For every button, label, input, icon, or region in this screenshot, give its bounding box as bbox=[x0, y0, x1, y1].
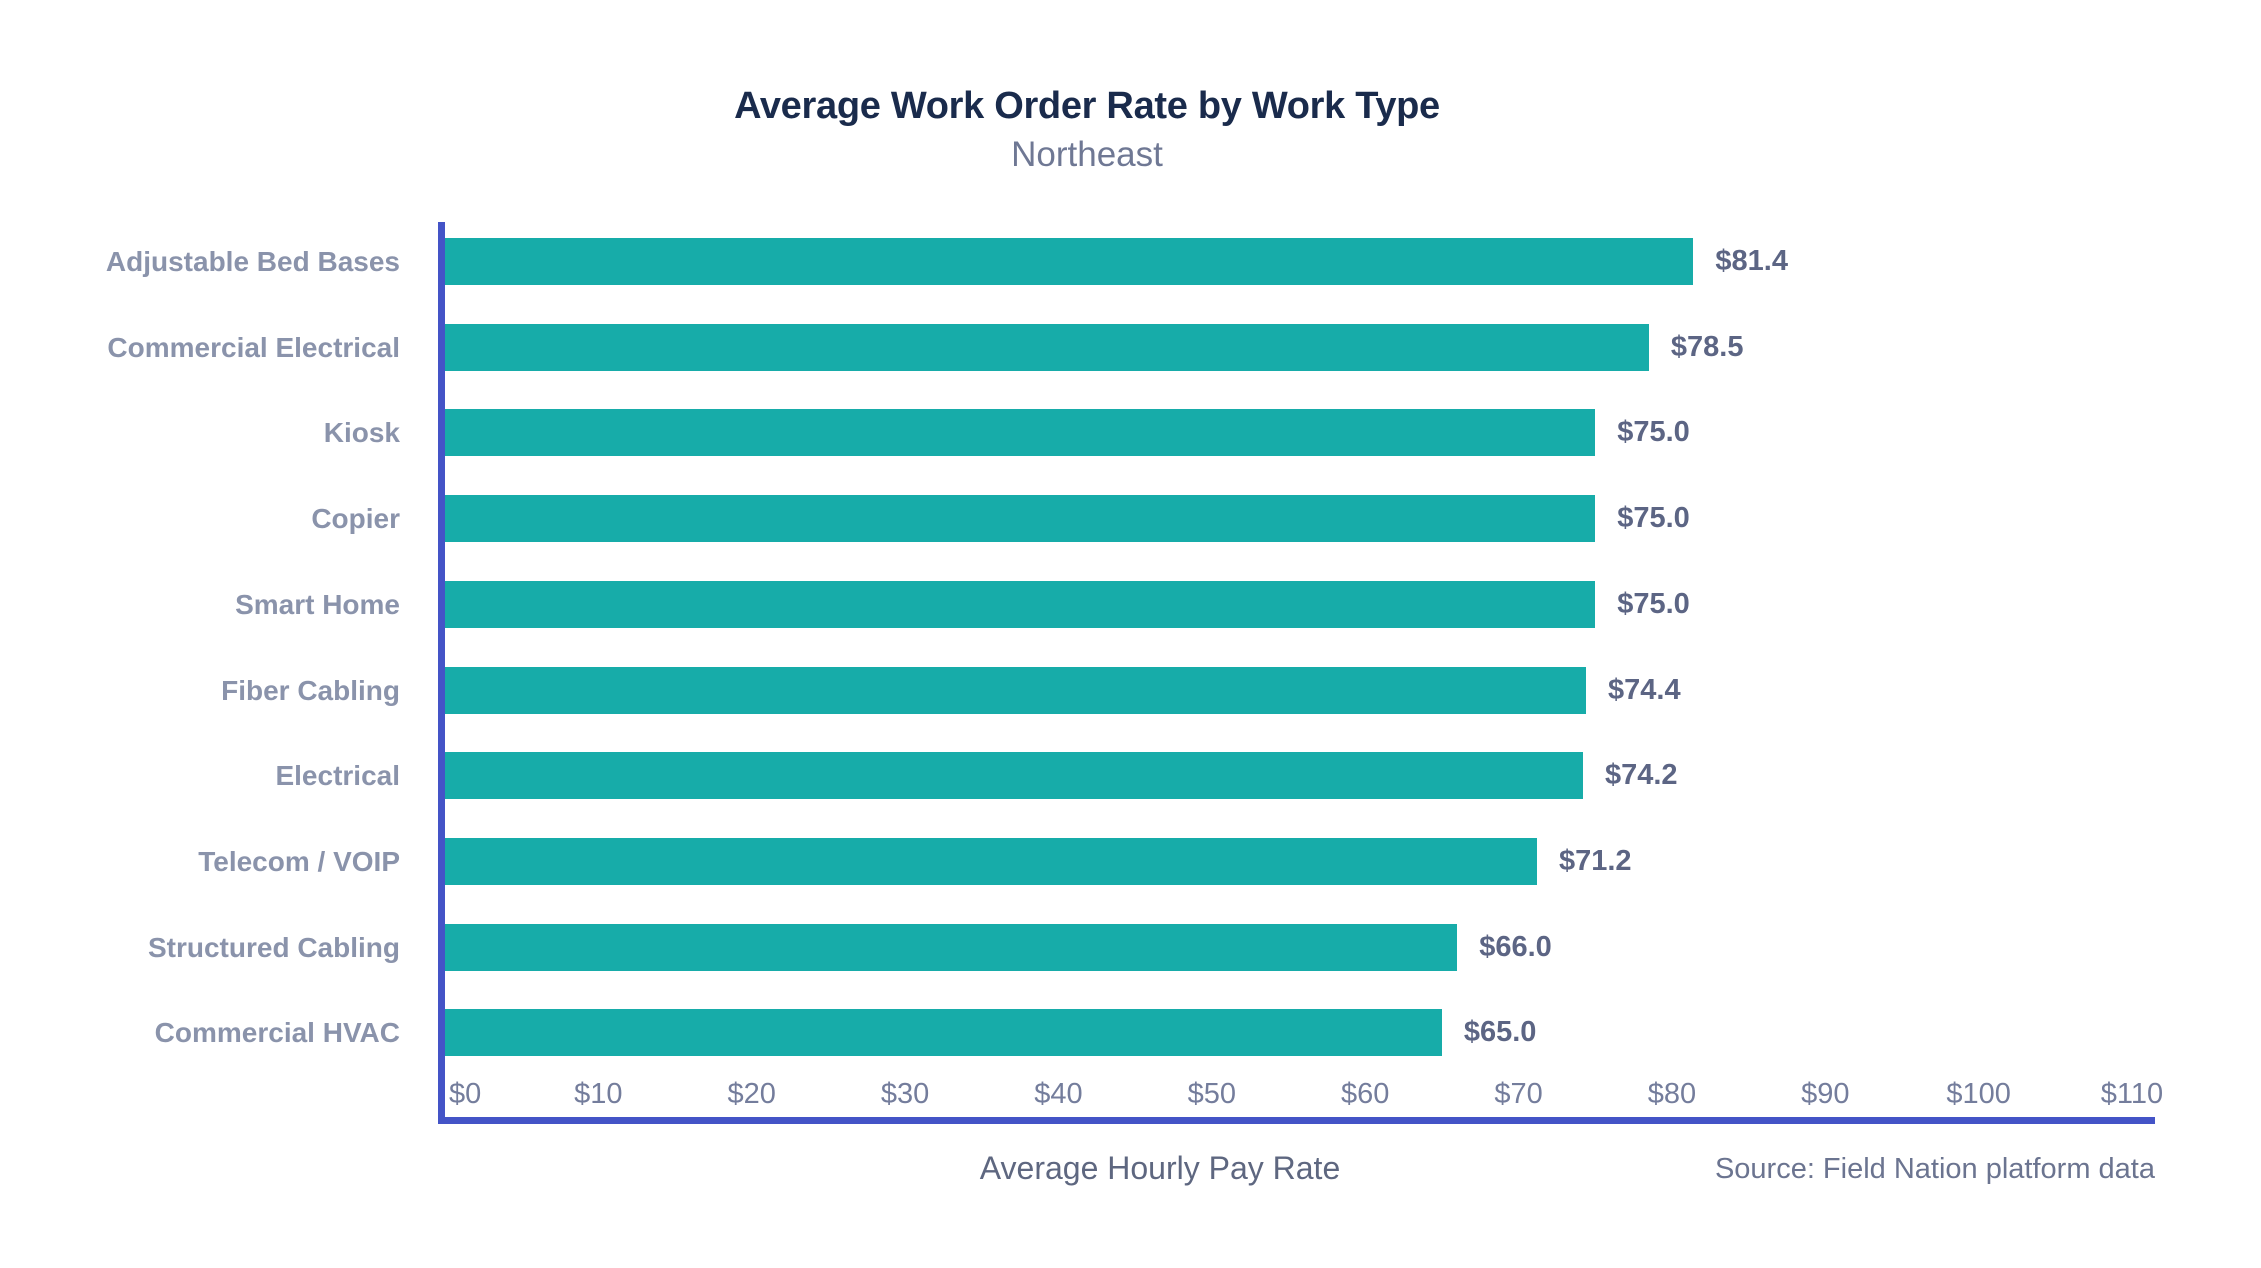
x-tick-label: $30 bbox=[880, 1078, 930, 1110]
bar-row: $74.2 bbox=[445, 752, 2155, 800]
bar bbox=[445, 837, 1537, 885]
x-tick-label: $100 bbox=[1946, 1078, 2011, 1110]
value-label: $81.4 bbox=[1715, 245, 1788, 277]
category-label: Structured Cabling bbox=[147, 931, 400, 963]
bar-row: $81.4 bbox=[445, 238, 2155, 285]
x-tick-label: $10 bbox=[574, 1078, 623, 1110]
value-label: $65.0 bbox=[1463, 1016, 1537, 1049]
x-axis-ticks: $0 $10 $20 $30 $40 $50 $60 $70 $80 $90 $100 $110 bbox=[445, 1074, 2163, 1114]
value-label: $75.0 bbox=[1617, 587, 1690, 620]
category-label: Fiber Cabling bbox=[221, 674, 400, 706]
bar-row: $75.0 bbox=[445, 409, 2155, 457]
bar bbox=[445, 323, 1649, 371]
chart-subtitle: Northeast bbox=[1011, 135, 1163, 174]
bar bbox=[445, 238, 1694, 285]
chart-title: Average Work Order Rate by Work Type bbox=[734, 85, 1440, 127]
bar-row: $75.0 bbox=[445, 495, 2155, 543]
bar-row: $78.5 bbox=[445, 323, 2155, 371]
value-label: $74.2 bbox=[1604, 759, 1678, 792]
bar-row: $66.0 bbox=[445, 923, 2155, 971]
value-label: $75.0 bbox=[1617, 502, 1690, 535]
bar bbox=[445, 409, 1596, 457]
category-label: Telecom / VOIP bbox=[198, 845, 400, 877]
source-note: Source: Field Nation platform data bbox=[1714, 1153, 2155, 1185]
x-tick-label: $60 bbox=[1340, 1078, 1390, 1110]
bar-row: $65.0 bbox=[445, 1009, 2155, 1057]
x-tick-label: $40 bbox=[1034, 1078, 1083, 1110]
category-label: Kiosk bbox=[323, 417, 400, 449]
x-axis-title: Average Hourly Pay Rate bbox=[979, 1150, 1341, 1186]
x-tick-label: $70 bbox=[1494, 1078, 1543, 1110]
bar-row: $74.4 bbox=[445, 666, 2155, 714]
bar bbox=[445, 752, 1583, 800]
x-tick-label: $50 bbox=[1187, 1078, 1237, 1110]
bar bbox=[445, 580, 1596, 628]
bar bbox=[445, 495, 1596, 543]
category-label: Adjustable Bed Bases bbox=[105, 246, 400, 277]
category-label: Commercial HVAC bbox=[154, 1017, 400, 1049]
bar-row: $71.2 bbox=[445, 837, 2155, 885]
category-label: Commercial Electrical bbox=[107, 331, 400, 363]
category-label: Smart Home bbox=[235, 588, 400, 620]
bar bbox=[445, 1009, 1442, 1057]
value-label: $71.2 bbox=[1558, 844, 1632, 877]
x-tick-label: $20 bbox=[727, 1078, 776, 1110]
value-label: $75.0 bbox=[1617, 416, 1690, 449]
bar bbox=[445, 666, 1587, 714]
category-label: Electrical bbox=[275, 760, 400, 792]
x-tick-label: $110 bbox=[2100, 1078, 2164, 1110]
x-tick-label: $80 bbox=[1647, 1078, 1697, 1110]
x-tick-label: $90 bbox=[1801, 1078, 1850, 1110]
x-tick-label: $0 bbox=[449, 1078, 482, 1110]
category-label: Copier bbox=[311, 503, 400, 535]
value-label: $74.4 bbox=[1608, 673, 1681, 706]
plot-area: $81.4 $78.5 $75.0 $75.0 $75.0 $74.4 $74.2 $71.2… bbox=[438, 222, 2163, 1124]
bar bbox=[445, 923, 1458, 971]
bar-row: $75.0 bbox=[445, 580, 2155, 628]
category-axis: Adjustable Bed Bases Commercial Electrica… bbox=[0, 0, 400, 1268]
value-label: $78.5 bbox=[1670, 330, 1744, 363]
value-label: $66.0 bbox=[1479, 930, 1552, 963]
